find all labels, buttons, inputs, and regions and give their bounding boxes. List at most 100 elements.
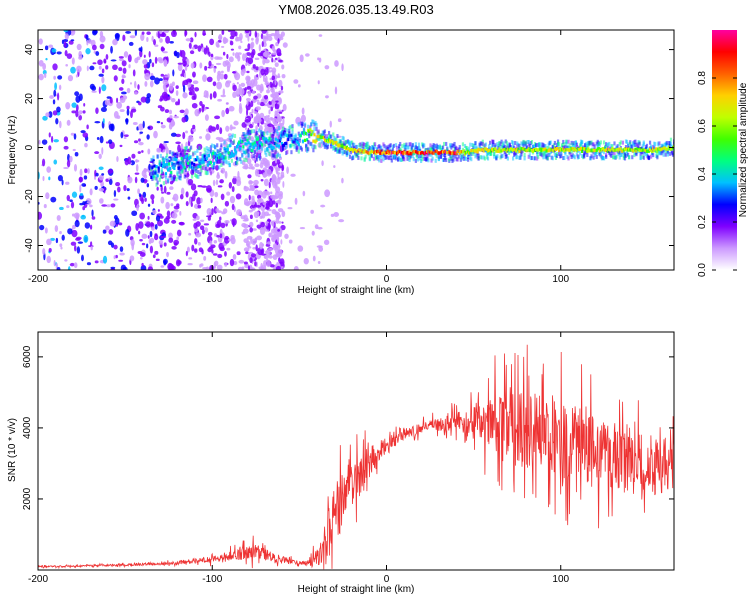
spectrogram-noise-cell bbox=[127, 176, 133, 184]
spectrogram-ridge-halo bbox=[544, 144, 547, 149]
spectrogram-noise-cell bbox=[238, 106, 243, 114]
spectrogram-ridge-halo bbox=[405, 142, 408, 147]
spectrogram-noise-cell bbox=[119, 246, 124, 252]
spectrogram-noise-cell bbox=[48, 176, 51, 181]
spectrogram-ridge-halo bbox=[229, 139, 232, 144]
spectrogram-ridge-halo bbox=[254, 133, 258, 138]
spectrogram-ridge-cell bbox=[280, 141, 284, 146]
spectrogram-noise-cell bbox=[38, 73, 44, 81]
spectrogram-noise-cell bbox=[127, 54, 132, 63]
spectrogram-ridge-halo bbox=[436, 145, 439, 150]
spectrogram-ridge-halo bbox=[199, 172, 202, 177]
spectrogram-noise-cell bbox=[278, 111, 283, 114]
spectrogram-noise-cell bbox=[160, 265, 165, 268]
spectrogram-noise-cell bbox=[206, 188, 212, 192]
spectrogram-ridge-cell bbox=[283, 143, 286, 147]
spectrogram-ridge-cell bbox=[531, 149, 535, 153]
spectrogram-ridge-cell bbox=[331, 139, 334, 143]
spectrogram-noise-cell bbox=[228, 238, 232, 242]
spectrogram-ridge-halo bbox=[155, 182, 158, 187]
spectrogram-noise-cell bbox=[169, 109, 173, 115]
spectrogram-noise-cell bbox=[220, 193, 225, 201]
spectrogram-ridge-halo bbox=[435, 153, 438, 158]
spectrogram-ridge-halo bbox=[348, 154, 352, 159]
spectrogram-noise-cell bbox=[217, 253, 223, 259]
spectrogram-ridge-halo bbox=[648, 140, 652, 145]
spectrogram-ridge-halo bbox=[382, 157, 385, 162]
spectrogram-noise-cell bbox=[171, 212, 178, 219]
spectrogram-ridge-halo bbox=[174, 155, 177, 160]
spectrogram-ridge-halo bbox=[444, 153, 447, 158]
spectrogram-ridge-halo bbox=[189, 154, 193, 159]
spectrogram-ridge-halo bbox=[353, 142, 356, 147]
spectrogram-noise-cell bbox=[108, 139, 113, 145]
spectrogram-noise-cell bbox=[191, 244, 195, 252]
spectrogram-ridge-halo bbox=[464, 157, 468, 162]
spectrogram-noise-cell bbox=[59, 206, 64, 211]
spectrogram-noise-cell bbox=[151, 35, 154, 42]
spectrogram-noise-cell bbox=[232, 52, 235, 56]
spectrogram-xtick-label: -200 bbox=[28, 274, 48, 285]
spectrogram-ridge-cell bbox=[173, 166, 176, 170]
spectrogram-noise-cell bbox=[53, 159, 58, 165]
spectrogram-ridge-halo bbox=[257, 128, 261, 133]
spectrogram-noise-cell bbox=[226, 191, 231, 196]
spectrogram-noise-cell bbox=[76, 246, 81, 254]
spectrogram-ridge-cell bbox=[587, 147, 590, 151]
spectrogram-noise-cell bbox=[48, 145, 52, 151]
spectrogram-ridge-halo bbox=[314, 145, 317, 150]
spectrogram-ridge-halo bbox=[669, 141, 673, 146]
spectrogram-noise-cell bbox=[272, 200, 276, 205]
spectrogram-noise-cell bbox=[251, 108, 254, 114]
spectrogram-ridge-halo bbox=[250, 129, 253, 134]
spectrogram-noise-cell bbox=[70, 30, 76, 33]
spectrogram-noise-cell bbox=[246, 243, 250, 247]
spectrogram-noise-cell bbox=[44, 45, 49, 51]
spectrogram-noise-cell bbox=[160, 122, 164, 125]
spectrogram-ridge-halo bbox=[652, 153, 655, 158]
spectrogram-noise-cell bbox=[137, 84, 140, 90]
spectrogram-noise-cell bbox=[266, 241, 271, 245]
spectrogram-ridge-cell bbox=[224, 156, 227, 160]
spectrogram-noise-cell bbox=[267, 36, 273, 42]
spectrogram-noise-cell bbox=[101, 147, 104, 155]
spectrogram-ridge-halo bbox=[389, 143, 392, 148]
spectrogram-ridge-halo bbox=[669, 137, 673, 142]
spectrogram-noise-cell bbox=[42, 248, 46, 256]
spectrogram-noise-cell bbox=[246, 86, 252, 90]
colorbar-tick-label: 0.8 bbox=[697, 71, 708, 85]
spectrogram-ridge-halo bbox=[171, 176, 174, 181]
spectrogram-ridge-halo bbox=[599, 151, 603, 156]
spectrogram-ridge-halo bbox=[389, 156, 392, 161]
spectrogram-noise-cell bbox=[323, 239, 330, 246]
spectrogram-ridge-halo bbox=[542, 155, 545, 160]
spectrogram-ridge-cell bbox=[191, 161, 194, 165]
spectrogram-noise-cell bbox=[268, 181, 271, 189]
spectrogram-ridge-halo bbox=[247, 153, 250, 158]
spectrogram-ridge-halo bbox=[398, 144, 401, 149]
spectrogram-ridge-halo bbox=[232, 139, 236, 144]
spectrogram-ridge-halo bbox=[423, 143, 426, 148]
spectrogram-noise-cell bbox=[132, 69, 136, 77]
spectrogram-noise-cell bbox=[329, 120, 332, 128]
spectrogram-ridge-halo bbox=[223, 140, 226, 145]
spectrogram-noise-cell bbox=[270, 191, 273, 195]
spectrogram-ridge-halo bbox=[304, 143, 308, 148]
spectrogram-ridge-halo bbox=[340, 149, 343, 154]
spectrogram-ridge-cell bbox=[177, 166, 180, 170]
spectrogram-ridge-halo bbox=[169, 150, 172, 155]
spectrogram-noise-cell bbox=[284, 233, 289, 239]
spectrogram-noise-cell bbox=[281, 73, 286, 79]
spectrogram-ridge-halo bbox=[631, 155, 634, 160]
spectrogram-noise-cell bbox=[175, 90, 179, 96]
spectrogram-noise-cell bbox=[248, 180, 254, 184]
spectrogram-noise-cell bbox=[119, 97, 126, 103]
spectrogram-noise-cell bbox=[70, 201, 75, 209]
spectrogram-ridge-halo bbox=[665, 140, 668, 145]
spectrogram-noise-cell bbox=[216, 56, 223, 60]
spectrogram-noise-cell bbox=[71, 102, 77, 108]
spectrogram-ridge-cell bbox=[402, 152, 405, 156]
spectrogram-noise-cell bbox=[141, 150, 144, 153]
